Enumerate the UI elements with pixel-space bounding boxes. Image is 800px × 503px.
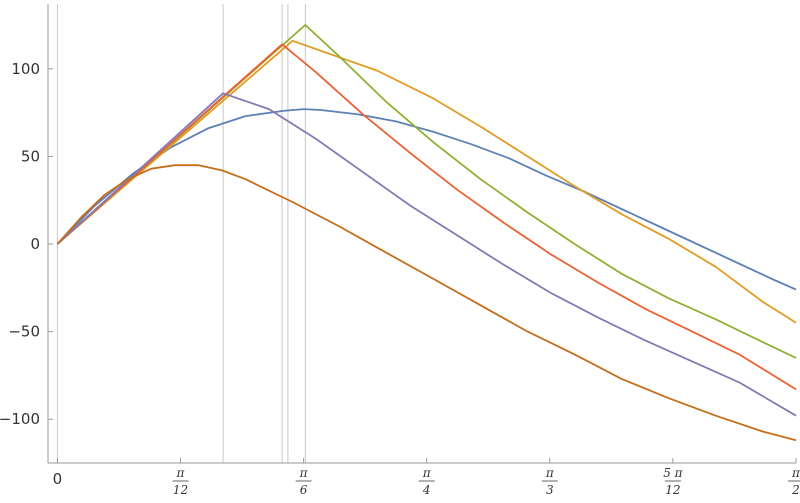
x-tick-label-6: π2 — [787, 466, 800, 497]
x-tick-numerator-2: π — [299, 466, 309, 480]
x-tick-numerator-4: π — [545, 466, 555, 480]
x-tick-label-1: π 12 — [172, 466, 189, 497]
y-tick-label-2: 0 — [30, 235, 40, 253]
y-tick-label-0: 100 — [11, 60, 40, 78]
series-line-3 — [56, 43, 797, 391]
x-tick-numerator-1: π — [176, 466, 186, 480]
series-line-1 — [56, 39, 797, 324]
x-tick-denominator-5: 12 — [665, 483, 680, 497]
x-tick-numerator-6: π — [791, 466, 800, 480]
y-tick-label-4: −100 — [0, 410, 40, 428]
x-tick-denominator-1: 12 — [173, 483, 188, 497]
x-tick-label-4: π3 — [541, 466, 558, 497]
x-tick-label-3: π4 — [418, 466, 435, 497]
x-tick-denominator-2: 6 — [300, 483, 308, 497]
chart-frame — [47, 4, 796, 464]
series-line-2 — [56, 24, 797, 359]
x-tick-label-2: π6 — [295, 466, 312, 497]
x-tick-label-5: 5 π12 — [663, 466, 683, 497]
x-tick-denominator-6: 2 — [791, 483, 800, 497]
series-line-5 — [56, 164, 797, 442]
y-tick-label-3: −50 — [8, 323, 40, 341]
vertical-reference-lines — [56, 4, 306, 463]
x-tick-denominator-4: 3 — [546, 483, 554, 497]
series-group — [56, 24, 797, 442]
y-tick-label-1: 50 — [21, 147, 40, 165]
series-line-4 — [56, 92, 797, 417]
x-tick-numerator-3: π — [422, 466, 432, 480]
x-tick-label-0: 0 — [53, 470, 63, 488]
x-tick-numerator-5: 5 π — [663, 466, 683, 480]
x-tick-denominator-3: 4 — [422, 483, 431, 497]
